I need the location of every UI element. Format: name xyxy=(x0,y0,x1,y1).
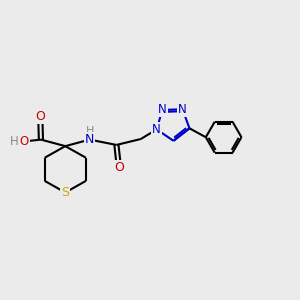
Text: N: N xyxy=(178,103,187,116)
Text: N: N xyxy=(85,133,94,146)
Text: N: N xyxy=(152,123,161,136)
Text: O: O xyxy=(35,110,45,123)
Text: N: N xyxy=(158,103,167,116)
Text: H: H xyxy=(85,126,94,136)
Text: O: O xyxy=(20,136,29,148)
Text: H: H xyxy=(10,136,18,148)
Text: O: O xyxy=(114,161,124,174)
Text: S: S xyxy=(61,186,69,199)
